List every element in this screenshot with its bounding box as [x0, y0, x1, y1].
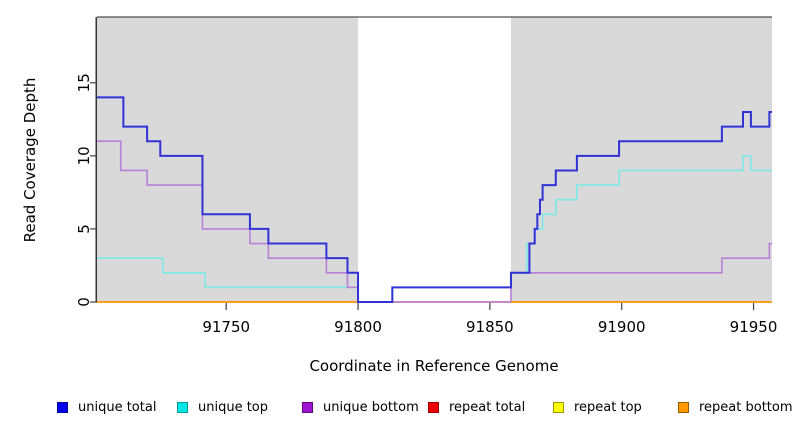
- legend-swatch-repeat-top: [553, 401, 564, 413]
- legend-swatch-repeat-bottom: [678, 401, 689, 413]
- legend-item-unique-total: unique total: [57, 398, 156, 416]
- y-tick-label: 15: [75, 73, 93, 92]
- legend-label: unique total: [78, 399, 157, 415]
- legend-label: unique top: [198, 399, 269, 415]
- legend-swatch-unique-total: [57, 401, 68, 413]
- legend-label: repeat bottom: [699, 399, 792, 415]
- x-tick-label: 91800: [334, 318, 382, 336]
- x-tick-label: 91750: [202, 318, 250, 336]
- legend-label: repeat total: [449, 399, 526, 415]
- legend: unique total unique top unique bottom repea…: [0, 398, 792, 418]
- legend-item-unique-bottom: unique bottom: [302, 398, 419, 416]
- legend-item-unique-top: unique top: [177, 398, 268, 416]
- y-axis-title: Read Coverage Depth: [21, 77, 39, 243]
- legend-label: unique bottom: [323, 399, 419, 415]
- shaded-region-1: [510, 17, 772, 302]
- legend-item-repeat-bottom: repeat bottom: [678, 398, 792, 416]
- series-unique-bottom-line: [97, 140, 772, 303]
- plot-area: 0 5 10 15 91750 91800 91850 91900 91950: [75, 16, 778, 336]
- legend-swatch-unique-top: [177, 401, 188, 413]
- series-unique-total-line: [97, 96, 772, 303]
- y-tick-label: 10: [75, 146, 93, 165]
- y-tick-label: 5: [75, 224, 93, 234]
- legend-swatch-unique-bottom: [302, 401, 313, 413]
- x-axis-title: Coordinate in Reference Genome: [309, 357, 559, 375]
- x-tick-label: 91900: [598, 318, 646, 336]
- x-tick-label: 91950: [730, 318, 778, 336]
- legend-item-repeat-total: repeat total: [428, 398, 525, 416]
- legend-label: repeat top: [574, 399, 642, 415]
- legend-item-repeat-top: repeat top: [553, 398, 642, 416]
- legend-swatch-repeat-total: [428, 401, 439, 413]
- shaded-region-0: [97, 17, 359, 302]
- x-tick-label: 91850: [466, 318, 514, 336]
- y-tick-label: 0: [75, 297, 93, 307]
